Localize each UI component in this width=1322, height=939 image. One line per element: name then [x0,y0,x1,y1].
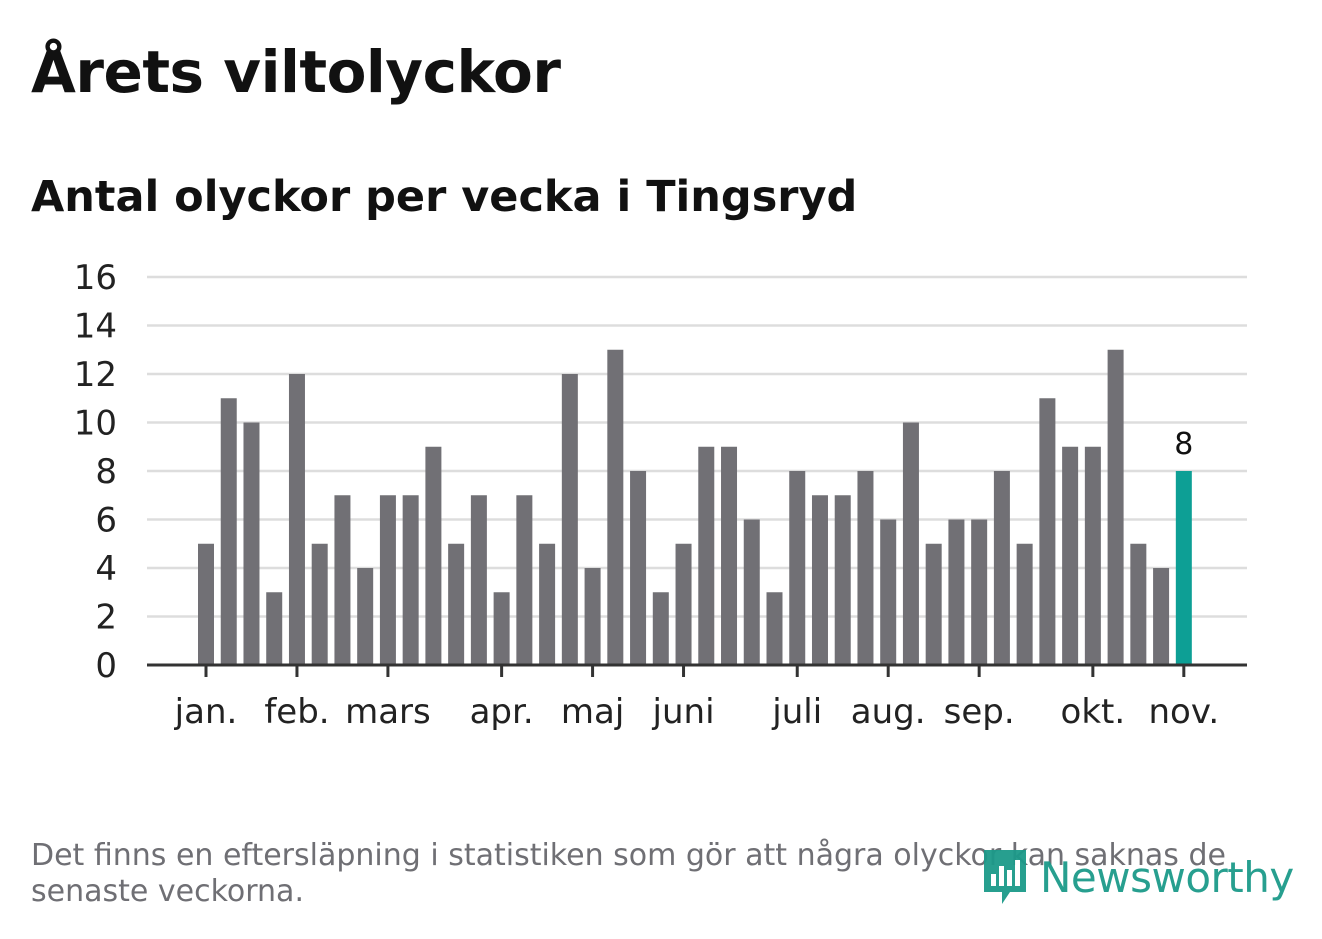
bar[interactable] [971,519,988,666]
bar[interactable] [743,519,760,666]
bar[interactable] [470,495,487,665]
y-tick-label: 6 [95,501,117,541]
y-tick-label: 10 [74,404,117,444]
bars: 8 [198,349,1193,666]
bar[interactable] [220,398,237,665]
y-tick-label: 4 [95,549,117,589]
bar[interactable] [334,495,351,665]
bar[interactable] [993,471,1010,665]
bar[interactable] [402,495,419,665]
bar[interactable] [652,592,669,665]
x-axis-ticks: jan. feb. mars apr. maj juni juli aug. sep. okt. n… [147,663,1247,732]
bar[interactable] [721,446,738,665]
chart-title: Årets viltolyckor [31,38,561,106]
y-tick-label: 14 [74,307,117,347]
y-tick-label: 8 [95,452,117,492]
bar[interactable] [902,422,919,666]
bar[interactable] [766,592,783,665]
bar[interactable] [516,495,533,665]
bar[interactable] [493,592,510,665]
bar[interactable] [857,471,874,665]
bar[interactable] [880,519,897,666]
bar[interactable] [243,422,260,666]
bar[interactable] [1084,446,1101,665]
x-tick-label: mars [345,692,431,732]
footnote: Det finns en eftersläpning i statistiken… [31,838,1226,909]
bar[interactable] [1062,446,1079,665]
bar[interactable] [288,374,305,665]
bar[interactable] [789,471,806,665]
newsworthy-logo-text: Newsworthy [1040,852,1294,902]
x-tick-label: maj [561,692,624,732]
bar[interactable] [448,543,465,665]
y-tick-label: 2 [95,598,117,638]
bar[interactable] [630,471,647,665]
x-tick-label: okt. [1061,692,1126,732]
bar[interactable] [357,568,374,665]
x-tick-label: apr. [470,692,534,732]
bar[interactable] [1130,543,1147,665]
bar[interactable] [1153,568,1170,665]
bar[interactable] [834,495,851,665]
bar[interactable] [1107,349,1124,665]
grid-lines [147,275,1247,618]
bar[interactable] [266,592,283,665]
y-tick-label: 0 [95,646,117,686]
bar[interactable] [198,543,214,665]
bar[interactable] [811,495,828,665]
bar[interactable] [379,495,396,665]
bar-data-label: 8 [1174,427,1193,462]
x-tick-label: jan. [174,692,238,732]
bar[interactable] [675,543,692,665]
x-tick-label: aug. [851,692,926,732]
y-axis-tick-labels: 0 2 4 6 8 10 12 14 16 [74,258,117,686]
bar[interactable] [425,446,442,665]
chart-subtitle: Antal olyckor per vecka i Tingsryd [31,172,858,222]
x-tick-label: nov. [1148,692,1219,732]
x-tick-label: sep. [944,692,1015,732]
bar[interactable] [607,349,624,665]
bar[interactable] [1016,543,1033,665]
newsworthy-logo[interactable]: Newsworthy [980,846,1294,908]
x-tick-label: juli [771,692,822,732]
bar[interactable] [925,543,942,665]
bar[interactable] [1039,398,1056,665]
y-tick-label: 16 [74,258,117,298]
x-tick-label: juni [652,692,715,732]
bar[interactable] [698,446,715,665]
bar[interactable] [311,543,328,665]
bar[interactable] [948,519,965,666]
bar[interactable] [561,374,578,665]
x-tick-label: feb. [264,692,329,732]
bar-highlight[interactable] [1175,471,1192,665]
newsworthy-logo-icon [984,850,1026,904]
bar[interactable] [584,568,601,665]
bar[interactable] [539,543,556,665]
y-tick-label: 12 [74,355,117,395]
